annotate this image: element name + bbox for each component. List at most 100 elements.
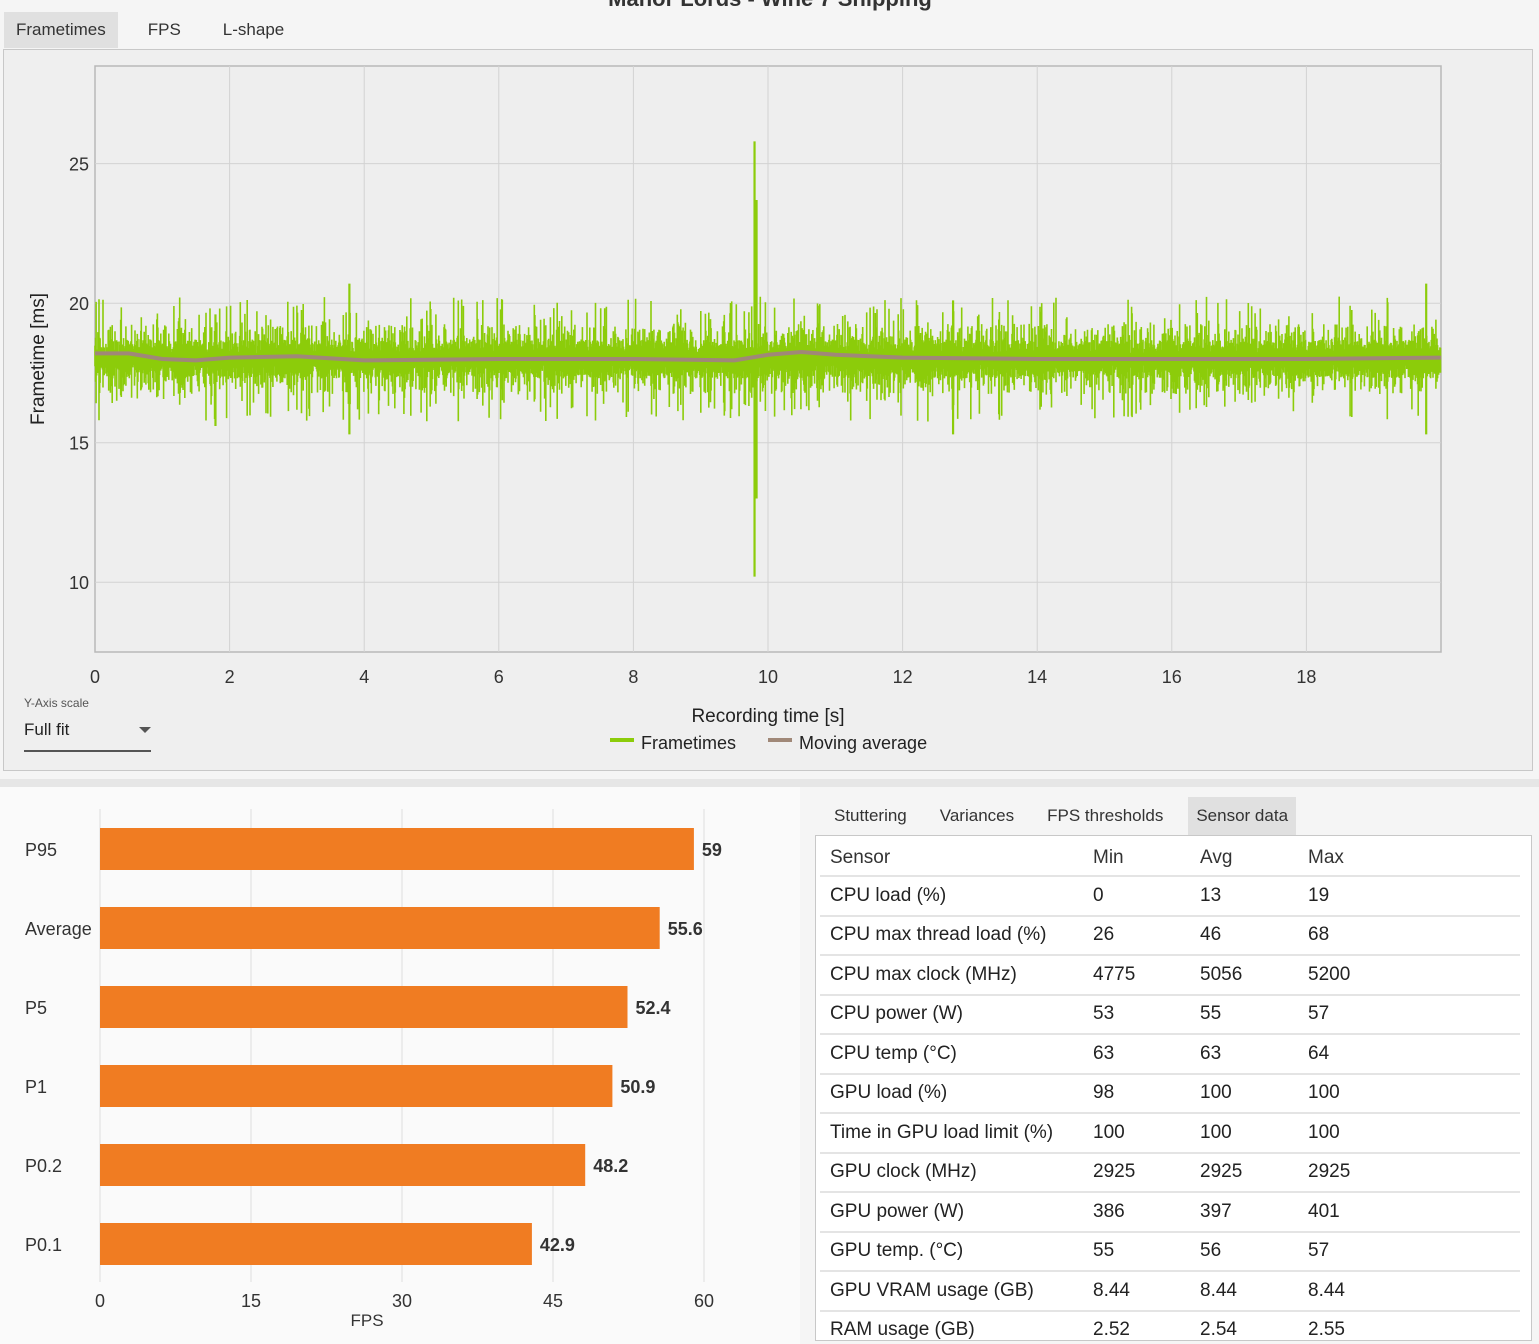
avg-value: 8.44 <box>1190 1270 1298 1311</box>
sensor-name: Time in GPU load limit (%) <box>820 1112 1083 1153</box>
min-value: 63 <box>1083 1033 1190 1074</box>
avg-value: 100 <box>1190 1072 1298 1113</box>
bar-p1 <box>100 1065 613 1107</box>
max-value: 57 <box>1298 1230 1520 1271</box>
x-axis-title: Recording time [s] <box>691 706 844 727</box>
max-value: 100 <box>1298 1112 1520 1153</box>
min-value: 98 <box>1083 1072 1190 1113</box>
panel-divider <box>0 779 1539 787</box>
table-row[interactable]: CPU max clock (MHz) 4775 5056 5200 <box>820 954 1520 995</box>
moving-average-line <box>95 350 1442 363</box>
y-axis-title: Frametime [ms] <box>28 293 49 425</box>
bar-average <box>100 907 660 949</box>
x-axis-title: FPS <box>350 1311 383 1330</box>
table-row[interactable]: CPU temp (°C) 63 63 64 <box>820 1033 1520 1074</box>
legend-label-frametimes: Frametimes <box>641 733 736 753</box>
max-value: 401 <box>1298 1191 1520 1232</box>
y-tick-label: 15 <box>69 434 89 454</box>
max-value: 64 <box>1298 1033 1520 1074</box>
data-label: 59 <box>702 840 722 860</box>
sensor-table-body: CPU load (%) 0 13 19 CPU max thread load (%)… <box>820 875 1520 1340</box>
frametime-panel: 0 2 4 6 8 10 12 14 16 18 10 15 20 25 Recording time [s… <box>3 49 1533 771</box>
y-tick-label: 10 <box>69 573 89 593</box>
table-row[interactable]: GPU clock (MHz) 2925 2925 2925 <box>820 1151 1520 1192</box>
legend-swatch-moving-average <box>768 738 792 742</box>
x-tick-label: 12 <box>893 667 913 687</box>
bar-p5 <box>100 986 628 1028</box>
min-value: 55 <box>1083 1230 1190 1271</box>
avg-value: 56 <box>1190 1230 1298 1271</box>
avg-value: 2925 <box>1190 1151 1298 1192</box>
header-sensor[interactable]: Sensor <box>830 846 891 868</box>
data-label: 55.6 <box>668 919 703 939</box>
x-tick-label: 0 <box>90 667 100 687</box>
tab-l-shape[interactable]: L-shape <box>222 20 285 39</box>
avg-value: 5056 <box>1190 954 1298 995</box>
sensor-name: GPU temp. (°C) <box>820 1230 1083 1271</box>
min-value: 2925 <box>1083 1151 1190 1192</box>
min-value: 53 <box>1083 993 1190 1034</box>
max-value: 8.44 <box>1298 1270 1520 1311</box>
category-label: P0.2 <box>25 1156 62 1176</box>
table-row[interactable]: GPU load (%) 98 100 100 <box>820 1072 1520 1113</box>
legend-label-moving-average: Moving average <box>799 733 927 753</box>
y-axis-scale-label: Y-Axis scale <box>24 696 89 710</box>
table-row[interactable]: Time in GPU load limit (%) 100 100 100 <box>820 1112 1520 1153</box>
avg-value: 2.54 <box>1190 1309 1298 1340</box>
table-row[interactable]: GPU power (W) 386 397 401 <box>820 1191 1520 1232</box>
max-value: 68 <box>1298 914 1520 955</box>
sensor-name: GPU load (%) <box>820 1072 1083 1113</box>
data-label: 48.2 <box>593 1156 628 1176</box>
tab-fps[interactable]: FPS <box>147 20 181 39</box>
x-tick-label: 0 <box>95 1291 105 1311</box>
sensor-name: CPU power (W) <box>820 993 1083 1034</box>
sensor-name: CPU max clock (MHz) <box>820 954 1083 995</box>
category-label: P0.1 <box>25 1235 62 1255</box>
header-avg[interactable]: Avg <box>1200 846 1233 868</box>
y-axis-scale-select[interactable]: Full fit <box>24 714 151 752</box>
max-value: 5200 <box>1298 954 1520 995</box>
tab-fps-thresholds[interactable]: FPS thresholds <box>1047 806 1164 825</box>
frametime-chart: 0 2 4 6 8 10 12 14 16 18 10 15 20 25 Recording time [s… <box>28 65 1442 753</box>
avg-value: 13 <box>1190 875 1298 916</box>
x-tick-label: 16 <box>1162 667 1182 687</box>
main-tab-bar: Frametimes FPS L-shape <box>4 12 314 48</box>
tab-frametimes[interactable]: Frametimes <box>4 12 118 48</box>
min-value: 26 <box>1083 914 1190 955</box>
avg-value: 55 <box>1190 993 1298 1034</box>
sensor-name: GPU clock (MHz) <box>820 1151 1083 1192</box>
x-tick-label: 2 <box>225 667 235 687</box>
header-min[interactable]: Min <box>1093 846 1124 868</box>
sensor-table-container: Sensor Min Avg Max CPU load (%) 0 13 19 CPU … <box>815 835 1532 1341</box>
header-max[interactable]: Max <box>1308 846 1344 868</box>
data-label: 50.9 <box>620 1077 655 1097</box>
sensor-name: CPU max thread load (%) <box>820 914 1083 955</box>
x-tick-label: 4 <box>359 667 369 687</box>
x-tick-label: 60 <box>694 1291 714 1311</box>
tab-stuttering[interactable]: Stuttering <box>834 806 907 825</box>
min-value: 100 <box>1083 1112 1190 1153</box>
table-row[interactable]: CPU max thread load (%) 26 46 68 <box>820 914 1520 955</box>
table-header-row: Sensor Min Avg Max <box>820 840 1520 876</box>
data-label: 42.9 <box>540 1235 575 1255</box>
table-row[interactable]: RAM usage (GB) 2.52 2.54 2.55 <box>820 1309 1520 1340</box>
sensor-table: Sensor Min Avg Max CPU load (%) 0 13 19 CPU … <box>820 840 1520 1340</box>
table-row[interactable]: CPU power (W) 53 55 57 <box>820 993 1520 1034</box>
min-value: 386 <box>1083 1191 1190 1232</box>
bar-p95 <box>100 828 694 870</box>
sensor-name: CPU load (%) <box>820 875 1083 916</box>
category-label: P1 <box>25 1077 47 1097</box>
tab-variances[interactable]: Variances <box>939 806 1015 825</box>
x-tick-label: 18 <box>1296 667 1316 687</box>
category-label: P5 <box>25 998 47 1018</box>
table-row[interactable]: GPU VRAM usage (GB) 8.44 8.44 8.44 <box>820 1270 1520 1311</box>
x-tick-label: 45 <box>543 1291 563 1311</box>
x-tick-label: 6 <box>494 667 504 687</box>
category-label: Average <box>25 919 92 939</box>
tab-sensor-data[interactable]: Sensor data <box>1188 797 1297 835</box>
chevron-down-icon <box>139 727 151 733</box>
min-value: 4775 <box>1083 954 1190 995</box>
bar-p0-1 <box>100 1223 532 1265</box>
table-row[interactable]: GPU temp. (°C) 55 56 57 <box>820 1230 1520 1271</box>
table-row[interactable]: CPU load (%) 0 13 19 <box>820 875 1520 916</box>
